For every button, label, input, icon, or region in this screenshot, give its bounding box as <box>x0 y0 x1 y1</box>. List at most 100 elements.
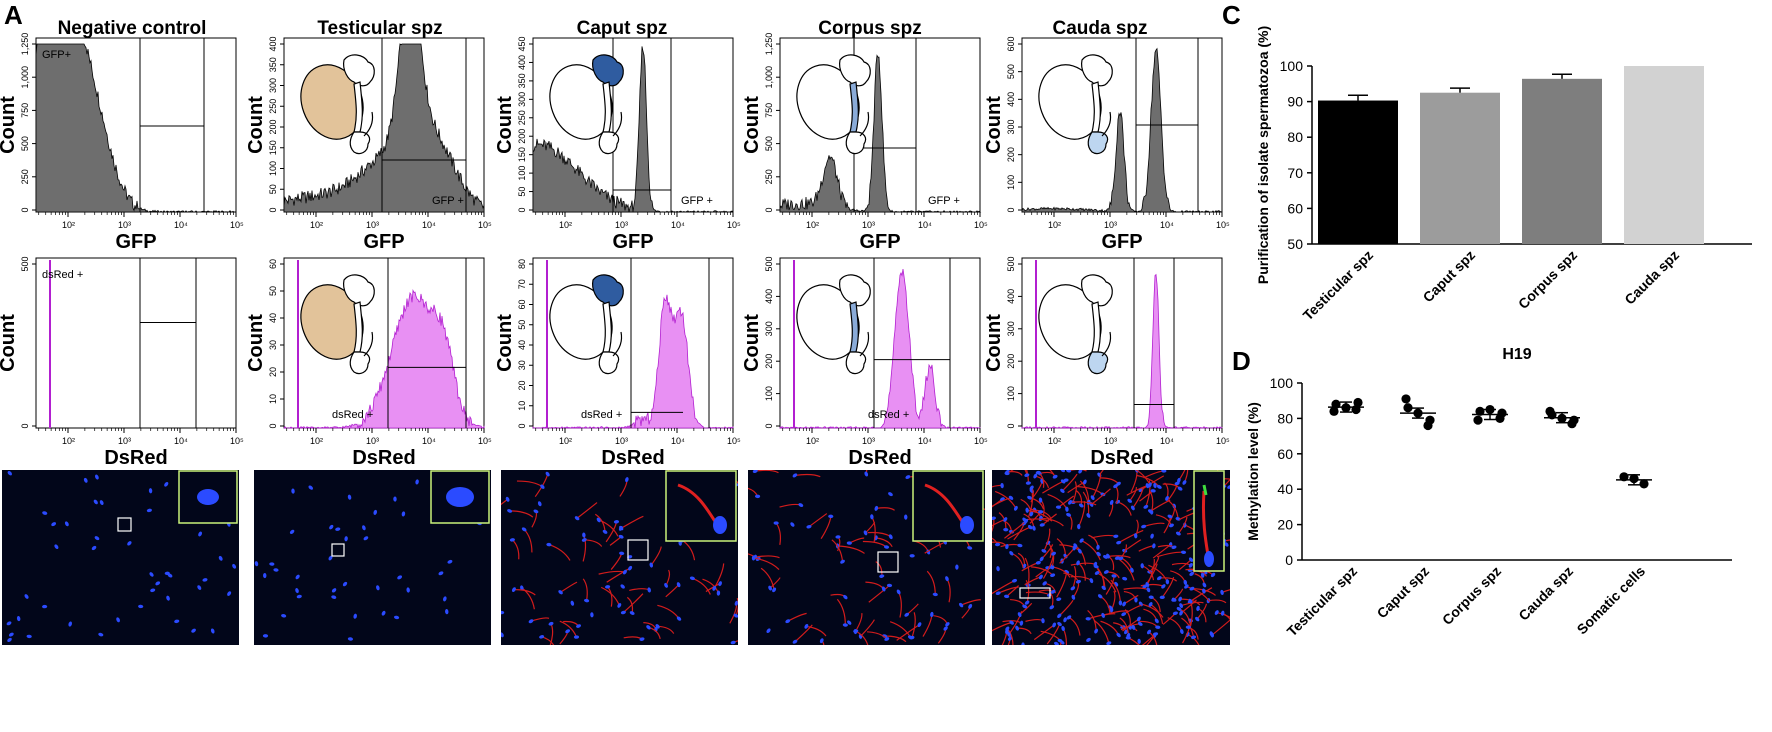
y-tick-label: 200 <box>764 354 774 369</box>
panel-letter-a: A <box>4 0 23 30</box>
micrograph-corpus <box>748 470 985 645</box>
y-tick-label: 750 <box>20 103 30 118</box>
y-axis-label: Count <box>741 314 763 372</box>
micrograph-caput <box>501 470 738 645</box>
gate-label-dsred-0: dsRed + <box>42 269 83 281</box>
y-tick-label: 250 <box>268 99 278 114</box>
y-tick-label: 1,250 <box>764 33 774 56</box>
data-point <box>1545 406 1555 416</box>
y-tick-label: 1,000 <box>20 66 30 89</box>
y-tick-label: 300 <box>517 92 527 107</box>
micrograph-testicular <box>254 470 491 645</box>
y-axis-label: Count <box>741 96 763 154</box>
chart-title: H19 <box>1502 346 1531 363</box>
x-tick-label: 10⁴ <box>422 436 436 446</box>
y-tick-label: 20 <box>268 367 278 377</box>
bar-0 <box>1318 100 1398 244</box>
y-tick-label: 80 <box>1277 410 1293 426</box>
histogram-gfp-4: 0 100 200 300 400 500 600 10² 10³ 10⁴ 10⁵ GFP Count <box>983 36 1230 253</box>
y-tick-label: 750 <box>764 103 774 118</box>
y-axis-label: Methylation level (%) <box>1245 402 1261 540</box>
y-tick-label: 80 <box>1287 129 1303 145</box>
x-tick-label: 10⁴ <box>918 436 932 446</box>
data-point <box>1329 406 1339 416</box>
y-tick-label: 350 <box>517 73 527 88</box>
micrograph-negative-control <box>2 470 239 645</box>
data-point <box>1403 403 1413 413</box>
y-tick-label: 400 <box>517 55 527 70</box>
y-tick-label: 450 <box>517 36 527 51</box>
x-tick-label: 10³ <box>118 436 131 446</box>
x-axis-label: DsRed <box>104 447 167 469</box>
x-tick-label: 10² <box>310 436 323 446</box>
y-tick-label: 80 <box>517 259 527 269</box>
x-tick-label: 10⁵ <box>727 436 741 446</box>
y-tick-label: 50 <box>517 320 527 330</box>
y-tick-label: 500 <box>764 256 774 271</box>
histogram-dsred-4: 0 100 200 300 400 500 10² 10³ 10⁴ 10⁵ DsRed Count <box>983 256 1230 469</box>
y-tick-label: 0 <box>268 423 278 428</box>
data-point <box>1475 406 1485 416</box>
y-tick-label: 100 <box>1006 386 1016 401</box>
data-point <box>1497 408 1507 418</box>
y-tick-label: 10 <box>517 401 527 411</box>
category-label-1: Caput spz <box>1374 563 1433 622</box>
y-tick-label: 400 <box>764 289 774 304</box>
y-tick-label: 0 <box>764 423 774 428</box>
y-tick-label: 1,000 <box>764 66 774 89</box>
tissue-diagram-corpus <box>796 274 871 375</box>
x-tick-label: 10² <box>310 220 323 230</box>
x-tick-label: 10⁵ <box>230 220 244 230</box>
column-title-corpus: Corpus spz <box>818 18 922 39</box>
x-axis-label: DsRed <box>601 447 664 469</box>
tissue-diagram-caput <box>549 274 624 375</box>
y-axis-label: Count <box>983 96 1005 154</box>
data-point <box>1353 397 1363 408</box>
histogram-dsred-2: dsRed + 0 10 20 30 40 50 60 70 80 10² 10³ 10⁴ 10⁵ DsRe… <box>494 257 741 469</box>
y-tick-label: 60 <box>1277 446 1293 462</box>
y-tick-label: 300 <box>1006 119 1016 134</box>
category-label-0: Testicular spz <box>1300 247 1377 324</box>
y-tick-label: 200 <box>1006 147 1016 162</box>
y-tick-label: 20 <box>1277 517 1293 533</box>
x-tick-label: 10⁵ <box>478 436 492 446</box>
column-title-cauda: Cauda spz <box>1052 18 1148 39</box>
column-title-caput: Caput spz <box>576 18 668 39</box>
y-tick-label: 60 <box>1287 200 1303 216</box>
y-axis-label: Count <box>0 314 19 372</box>
x-tick-label: 10² <box>559 436 572 446</box>
y-axis-label: Count <box>245 314 267 372</box>
x-tick-label: 10³ <box>862 436 875 446</box>
y-tick-label: 500 <box>20 256 30 271</box>
y-tick-label: 0 <box>268 207 278 212</box>
x-tick-label: 10³ <box>615 436 628 446</box>
y-tick-label: 200 <box>268 119 278 134</box>
x-tick-label: 10² <box>62 436 75 446</box>
x-tick-label: 10⁵ <box>1216 436 1230 446</box>
y-axis-label: Count <box>983 314 1005 372</box>
y-axis-label: Count <box>494 96 516 154</box>
data-point <box>1401 394 1411 404</box>
x-tick-label: 10⁵ <box>974 220 988 230</box>
y-axis-label: Count <box>0 96 19 154</box>
bar-3 <box>1624 66 1704 244</box>
x-tick-label: 10⁴ <box>671 436 685 446</box>
h19-methylation-plot: H19 0 20 40 60 80 100 Methylation level (%) Test… <box>1245 346 1732 640</box>
panel-letter-c: C <box>1222 0 1241 30</box>
y-tick-label: 100 <box>764 386 774 401</box>
histogram-gfp-0: GFP+ 0 250 500 750 1,000 1,250 10² 10³ 10⁴ 10⁵ GFP C… <box>0 33 244 253</box>
x-axis-label: GFP <box>612 231 653 253</box>
y-tick-label: 400 <box>268 36 278 51</box>
y-tick-label: 200 <box>1006 354 1016 369</box>
category-label-0: Testicular spz <box>1284 563 1361 640</box>
x-tick-label: 10³ <box>366 220 379 230</box>
y-tick-label: 500 <box>1006 64 1016 79</box>
x-tick-label: 10² <box>62 220 75 230</box>
y-tick-label: 200 <box>517 129 527 144</box>
x-tick-label: 10⁴ <box>174 436 188 446</box>
gate-label-gfp-1: GFP + <box>432 195 464 207</box>
x-axis-label: DsRed <box>352 447 415 469</box>
y-tick-label: 40 <box>268 313 278 323</box>
histogram-gfp-1: GFP + 0 50 100 150 200 250 300 350 400 10² 10³ 10⁴ 10… <box>245 36 492 253</box>
